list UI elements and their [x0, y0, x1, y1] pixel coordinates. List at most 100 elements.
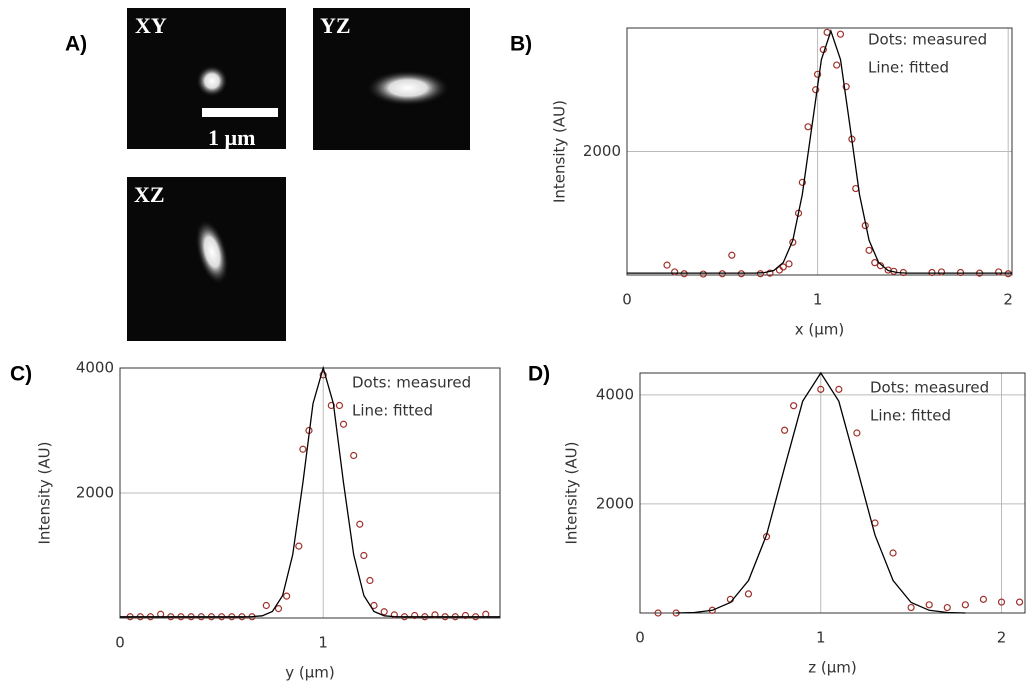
data-point	[335, 401, 344, 410]
data-point	[937, 268, 946, 276]
data-point	[790, 402, 798, 410]
data-point	[380, 608, 388, 616]
data-point	[756, 270, 765, 278]
data-point	[804, 123, 812, 131]
data-point	[1015, 598, 1024, 606]
data-point	[744, 590, 753, 598]
data-point	[779, 263, 787, 271]
y-tick-label: 4000	[596, 385, 634, 403]
x-axis-label: x (µm)	[795, 321, 845, 339]
data-point	[295, 542, 303, 550]
panel-label: A)	[65, 33, 87, 56]
data-point	[871, 259, 879, 267]
data-point	[833, 61, 841, 69]
data-point	[370, 601, 378, 610]
annotation: Dots: measured	[868, 31, 987, 49]
data-point	[327, 401, 335, 410]
y-tick-label: 2000	[596, 494, 634, 512]
spot	[196, 65, 228, 97]
data-point	[813, 70, 822, 78]
fit-line	[627, 29, 1012, 274]
x-tick-label: 2	[997, 629, 1007, 647]
data-point	[1004, 270, 1012, 278]
y-axis-label: Intensity (AU)	[36, 441, 54, 544]
data-point	[699, 270, 707, 278]
data-point	[262, 601, 270, 610]
fit-line	[120, 365, 500, 618]
data-point	[366, 576, 374, 585]
data-point	[283, 592, 291, 600]
x-tick-label: 2	[1003, 291, 1013, 309]
annotation: Line: fitted	[352, 402, 433, 420]
image-label: XZ	[134, 182, 165, 207]
data-point	[835, 385, 843, 393]
data-point	[319, 371, 327, 379]
data-point	[461, 611, 470, 620]
data-point	[997, 598, 1006, 606]
y-tick-label: 2000	[583, 142, 621, 160]
data-point	[411, 611, 419, 620]
data-point	[339, 420, 348, 428]
panel-label: C)	[10, 363, 32, 386]
data-point	[737, 270, 745, 278]
data-point	[728, 251, 736, 259]
data-point	[961, 601, 969, 609]
plot-frame	[119, 367, 501, 619]
annotation: Line: fitted	[868, 59, 949, 77]
data-point	[431, 611, 439, 619]
data-point	[836, 30, 845, 38]
data-point	[798, 178, 806, 186]
y-axis-label: Intensity (AU)	[551, 100, 569, 203]
plot-frame	[626, 27, 1013, 276]
data-point	[274, 605, 283, 613]
annotation: Dots: measured	[352, 374, 471, 392]
y-axis-label: Intensity (AU)	[563, 441, 581, 544]
data-point	[865, 246, 873, 254]
data-point	[766, 269, 774, 277]
data-point	[785, 260, 793, 268]
data-point	[350, 451, 358, 460]
data-point	[812, 86, 820, 94]
image-label: XY	[135, 13, 167, 38]
data-point	[943, 603, 951, 612]
image-label: YZ	[320, 13, 351, 38]
x-tick-label: 0	[622, 291, 632, 309]
data-point	[995, 268, 1003, 276]
scale-bar-label: 1 µm	[208, 125, 256, 150]
data-point	[781, 426, 789, 434]
data-point	[876, 262, 885, 270]
data-point	[663, 261, 671, 269]
data-point	[360, 551, 368, 560]
data-point	[925, 601, 933, 609]
x-tick-label: 1	[813, 291, 823, 309]
data-point	[654, 609, 662, 617]
x-axis-label: z (µm)	[808, 659, 857, 677]
x-tick-label: 1	[318, 634, 328, 652]
data-point	[842, 83, 850, 91]
data-point	[671, 268, 679, 276]
plot-frame	[639, 372, 1026, 614]
data-point	[680, 270, 688, 278]
fit-line	[676, 371, 966, 614]
data-point	[817, 385, 825, 393]
panel-label: B)	[510, 33, 532, 56]
x-tick-label: 0	[115, 634, 125, 652]
data-point	[718, 270, 726, 278]
annotation: Dots: measured	[870, 379, 989, 397]
data-point	[356, 520, 364, 528]
data-point	[390, 611, 398, 619]
y-tick-label: 2000	[76, 484, 114, 502]
spot	[195, 218, 229, 286]
x-tick-label: 1	[816, 629, 826, 647]
spot	[366, 70, 450, 106]
data-point	[907, 603, 915, 612]
data-point	[299, 445, 307, 453]
x-axis-label: y (µm)	[285, 664, 335, 682]
annotation: Line: fitted	[870, 407, 951, 425]
panel-label: D)	[528, 363, 550, 386]
scale-bar	[202, 108, 278, 117]
data-point	[853, 429, 861, 437]
data-point	[889, 549, 897, 557]
x-tick-label: 0	[635, 629, 645, 647]
